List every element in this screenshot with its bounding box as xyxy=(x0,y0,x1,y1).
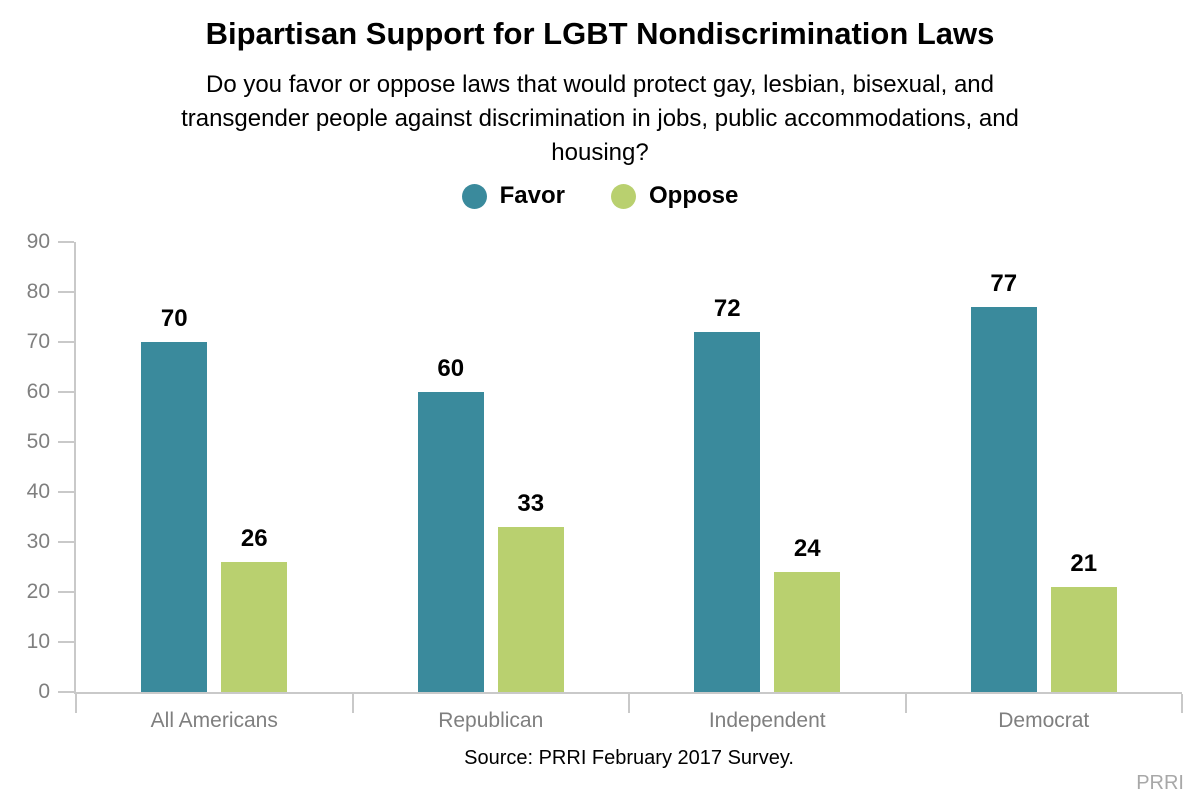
y-tick-label: 30 xyxy=(26,530,50,553)
y-tick-mark xyxy=(58,591,74,593)
bar-oppose-republican xyxy=(497,527,564,692)
y-tick-mark xyxy=(58,341,74,343)
y-tick-label: 60 xyxy=(26,380,50,403)
bar-favor-republican xyxy=(417,392,484,692)
legend-marker-oppose-icon xyxy=(611,183,636,209)
y-tick-label: 10 xyxy=(26,630,50,653)
legend-marker-favor-icon xyxy=(461,183,487,209)
category-label-republican: Republican xyxy=(438,709,544,732)
bar-value-label: 33 xyxy=(517,490,545,517)
bar-favor-independent xyxy=(694,332,761,692)
y-tick-mark xyxy=(58,541,74,543)
bar-oppose-all-americans xyxy=(221,562,288,692)
bar-value-label: 21 xyxy=(1070,550,1098,577)
y-tick-label: 40 xyxy=(26,480,50,503)
y-tick-mark xyxy=(58,641,74,643)
category-boundary-tick xyxy=(75,694,77,713)
legend-item-favor: Favor xyxy=(461,182,565,210)
y-tick-mark xyxy=(58,291,74,293)
category-label-democrat: Democrat xyxy=(998,709,1090,732)
y-tick-mark xyxy=(58,241,74,243)
y-tick-mark xyxy=(58,691,74,693)
bar-value-label: 70 xyxy=(160,305,188,332)
x-axis-line xyxy=(76,692,1182,694)
y-tick-label: 0 xyxy=(38,680,50,703)
y-tick-label: 20 xyxy=(26,580,50,603)
bar-value-label: 77 xyxy=(990,270,1018,297)
bar-favor-all-americans xyxy=(141,342,208,692)
y-tick-label: 90 xyxy=(26,230,50,253)
chart-subtitle: Do you favor or oppose laws that would p… xyxy=(181,71,1019,166)
legend: Favor Oppose xyxy=(0,182,1200,210)
legend-label: Favor xyxy=(499,182,565,209)
bar-oppose-democrat xyxy=(1050,587,1117,692)
bar-value-label: 72 xyxy=(713,295,741,322)
bar-value-label: 26 xyxy=(240,525,268,552)
y-tick-label: 50 xyxy=(26,430,50,453)
category-boundary-tick xyxy=(904,694,907,713)
source-note: Source: PRRI February 2017 Survey. xyxy=(464,747,794,769)
category-boundary-tick xyxy=(628,694,630,713)
y-axis-line xyxy=(74,242,76,694)
prri-watermark: PRRI xyxy=(1136,772,1184,794)
category-label-independent: Independent xyxy=(708,709,826,732)
category-label-all-americans: All Americans xyxy=(150,709,278,732)
y-tick-label: 70 xyxy=(26,330,50,353)
category-boundary-tick xyxy=(1181,694,1183,713)
y-tick-mark xyxy=(58,391,74,393)
bar-oppose-independent xyxy=(774,572,841,692)
bar-value-label: 24 xyxy=(793,535,821,562)
category-boundary-tick xyxy=(351,694,354,713)
bar-favor-democrat xyxy=(970,307,1037,692)
legend-item-oppose: Oppose xyxy=(611,182,738,210)
y-tick-mark xyxy=(58,491,74,493)
legend-label: Oppose xyxy=(649,182,739,209)
bar-value-label: 60 xyxy=(437,355,465,382)
y-tick-mark xyxy=(58,441,74,443)
y-tick-label: 80 xyxy=(26,280,50,303)
chart-title: Bipartisan Support for LGBT Nondiscrimin… xyxy=(205,16,995,51)
